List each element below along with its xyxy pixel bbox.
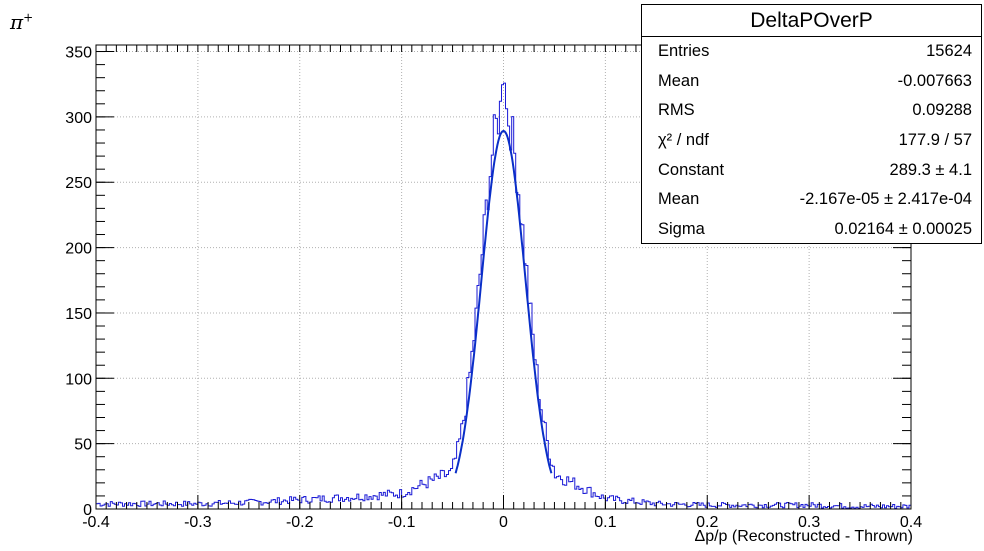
stats-row: Constant 289.3 ± 4.1 xyxy=(658,160,972,179)
x-tick-label: -0.4 xyxy=(82,514,110,531)
x-tick-label: 0.3 xyxy=(798,514,820,531)
particle-label: π+ xyxy=(10,10,34,34)
y-tick-label: 250 xyxy=(65,175,92,192)
histogram-series xyxy=(96,82,911,509)
x-tick-label: -0.1 xyxy=(388,514,416,531)
y-tick-label: 200 xyxy=(65,241,92,258)
y-tick-label: 150 xyxy=(65,306,92,323)
y-tick-label: 0 xyxy=(83,502,92,519)
x-tick-label: 0.1 xyxy=(594,514,616,531)
stats-box: DeltaPOverP Entries 15624 Mean -0.007663 R… xyxy=(641,4,982,244)
y-tick-label: 50 xyxy=(74,437,92,454)
stats-row: Sigma 0.02164 ± 0.00025 xyxy=(658,220,972,239)
x-tick-label: 0 xyxy=(499,514,508,531)
y-tick-label: 350 xyxy=(65,45,92,62)
stats-row: χ² / ndf 177.9 / 57 xyxy=(658,131,972,150)
stats-title: DeltaPOverP xyxy=(642,5,981,37)
stats-row: Entries 15624 xyxy=(658,42,972,60)
stats-row: Mean -2.167e-05 ± 2.417e-04 xyxy=(658,190,972,209)
x-tick-label: -0.2 xyxy=(286,514,314,531)
gaussian-fit-curve xyxy=(454,129,553,474)
x-tick-label: 0.2 xyxy=(696,514,718,531)
x-axis-title: Δp/p (Reconstructed - Thrown) xyxy=(694,528,913,545)
y-tick-label: 300 xyxy=(65,110,92,127)
x-tick-label: -0.3 xyxy=(184,514,212,531)
grid-lines xyxy=(96,45,911,509)
stats-row: RMS 0.09288 xyxy=(658,101,972,120)
y-tick-label: 100 xyxy=(65,371,92,388)
stats-row: Mean -0.007663 xyxy=(658,71,972,90)
x-tick-label: 0.4 xyxy=(900,514,922,531)
